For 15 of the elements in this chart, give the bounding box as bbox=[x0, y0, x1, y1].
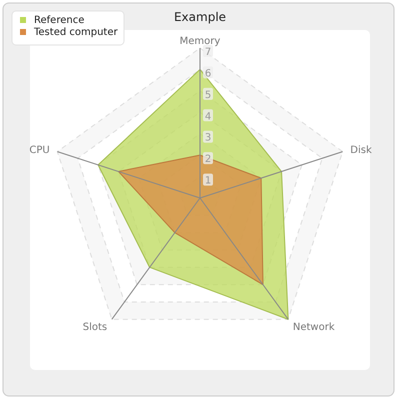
y-tick-label: 7 bbox=[204, 47, 212, 58]
y-tick-label: 3 bbox=[204, 132, 212, 144]
y-tick-label: 2 bbox=[204, 154, 212, 166]
spoke-label: Memory bbox=[180, 36, 220, 47]
spoke-label: CPU bbox=[29, 145, 50, 156]
y-tick-label: 5 bbox=[204, 90, 212, 101]
y-tick-label: 4 bbox=[204, 111, 212, 122]
spoke-label: Disk bbox=[350, 145, 372, 156]
y-tick-label: 1 bbox=[204, 176, 212, 187]
spoke-label: Slots bbox=[82, 322, 108, 333]
legend-label: Tested computer bbox=[33, 27, 118, 38]
chart-title: Example bbox=[174, 10, 226, 24]
spoke-label: Network bbox=[292, 322, 335, 333]
y-tick-label: 6 bbox=[204, 68, 212, 80]
legend-label: Reference bbox=[34, 15, 84, 26]
